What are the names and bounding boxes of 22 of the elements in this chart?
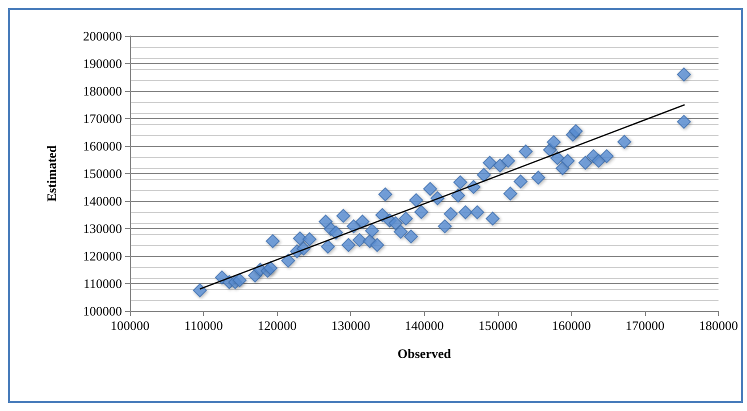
y-tick-label: 170000: [83, 111, 122, 126]
x-tick-label: 130000: [331, 318, 370, 333]
x-tick-label: 110000: [184, 318, 223, 333]
x-tick-label: 100000: [110, 318, 150, 333]
y-axis-title: Estimated: [44, 144, 59, 202]
x-axis-title: Observed: [398, 346, 452, 361]
y-tick-label: 150000: [83, 166, 122, 181]
x-tick-label: 150000: [478, 318, 518, 333]
y-tick-label: 200000: [83, 28, 122, 44]
x-tick-label: 120000: [258, 318, 297, 333]
y-tick-label: 180000: [83, 84, 122, 98]
x-tick-label: 140000: [404, 318, 444, 333]
y-tick-label: 140000: [83, 194, 122, 208]
y-tick-label: 160000: [83, 138, 122, 154]
y-tick-label: 130000: [83, 221, 122, 236]
x-tick-label: 160000: [552, 318, 591, 333]
y-tick-label: 190000: [83, 56, 122, 71]
y-tick-label: 120000: [83, 248, 122, 264]
y-tick-label: 100000: [83, 304, 122, 318]
x-tick-label: 180000: [699, 318, 738, 333]
x-tick-label: 170000: [625, 318, 664, 333]
y-tick-label: 110000: [83, 276, 122, 291]
